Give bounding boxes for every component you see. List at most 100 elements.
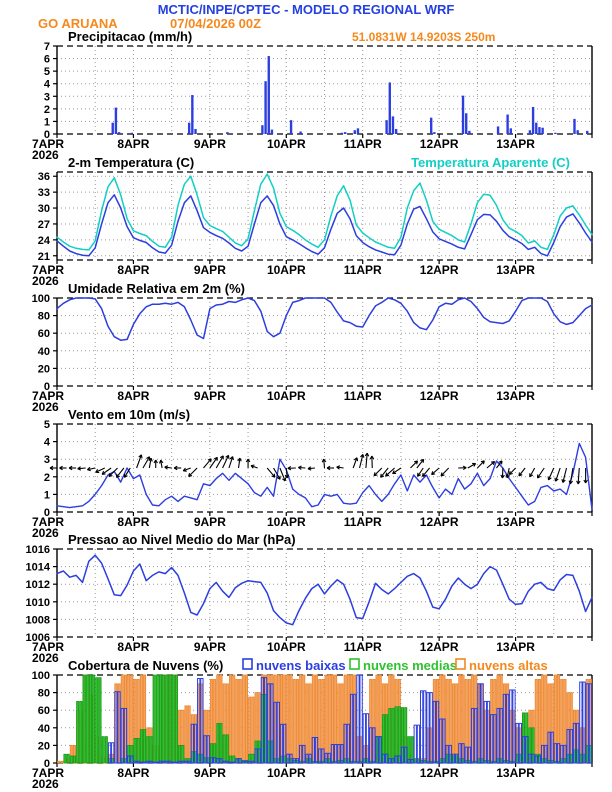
wind-arrow xyxy=(369,455,375,469)
wind-arrow-head xyxy=(164,465,169,468)
y-tick-label: 27 xyxy=(38,219,50,231)
wind-arrow-shaft xyxy=(95,467,106,473)
cloud-bar-baixas xyxy=(521,736,526,764)
wind-arrow-head xyxy=(392,470,395,474)
cloud-bar-baixas xyxy=(216,758,220,764)
wind-arrow xyxy=(496,460,503,469)
wind-arrow xyxy=(279,467,287,482)
wind-arrow-head xyxy=(568,480,571,485)
wind-arrow xyxy=(458,465,467,471)
cloud-bar-altas xyxy=(60,760,64,764)
wind-arrow-shaft xyxy=(431,467,440,475)
wind-arrow-head xyxy=(473,463,477,467)
y-tick-label: 1008 xyxy=(26,614,50,626)
wind-arrow xyxy=(284,467,290,479)
cloud-bar-baixas xyxy=(254,748,258,764)
wind-arrow-head xyxy=(68,465,73,469)
y-tick-label: 80 xyxy=(38,311,50,323)
wind-arrow xyxy=(518,467,526,477)
cloud-bar-medias xyxy=(159,674,162,764)
wind-arrow xyxy=(115,467,125,478)
wind-arrow xyxy=(410,460,419,469)
wind-arrow-head xyxy=(421,472,424,477)
cloud-bar-baixas xyxy=(257,748,261,764)
wind-arrow-shaft xyxy=(142,456,150,469)
cloud-bar-medias xyxy=(171,674,175,764)
precip-bar xyxy=(541,127,544,134)
wind-arrow-shaft xyxy=(101,467,112,475)
cloud-bar-baixas xyxy=(537,755,542,764)
cloud-bar-baixas xyxy=(585,683,589,764)
cloud-bar-baixas xyxy=(286,753,290,764)
cloud-bar-baixas xyxy=(359,674,363,764)
y-tick-label: 20 xyxy=(38,363,50,375)
wind-arrow xyxy=(486,461,496,469)
cloud-bar-baixas xyxy=(295,758,300,764)
cloud-bar-altas xyxy=(537,679,541,764)
wind-arrow xyxy=(385,467,395,477)
precip-bar xyxy=(465,113,468,134)
precip-bar xyxy=(535,122,538,134)
cloud-bar-altas xyxy=(289,674,293,764)
precip-bar xyxy=(117,132,121,134)
x-tick-label: 11APR xyxy=(344,766,382,780)
wind-arrow-head xyxy=(210,458,212,463)
wind-arrow xyxy=(153,459,158,468)
wind-arrow-shaft xyxy=(307,467,316,470)
wind-arrow-shaft xyxy=(410,460,418,469)
cloud-bar-baixas xyxy=(225,760,230,764)
wind-arrow xyxy=(173,465,182,471)
cloud-bar-altas xyxy=(235,679,239,764)
cloud-bar-baixas xyxy=(416,724,421,764)
cloud-bar-baixas xyxy=(162,760,166,764)
wind-arrow-head xyxy=(373,472,376,476)
cloud-bar-baixas xyxy=(333,744,338,764)
cloud-bar-baixas xyxy=(458,743,462,764)
cloud-bar-medias xyxy=(88,674,92,764)
cloud-bar-baixas xyxy=(566,729,570,764)
location-coords-label: 51.0831W 14.9203S 250m xyxy=(352,30,495,44)
x-tick-label: 10APR xyxy=(267,766,306,780)
x-year-label: 2026 xyxy=(32,651,59,665)
wind-arrow xyxy=(583,468,588,484)
wind-arrow xyxy=(352,457,359,469)
precip-bar xyxy=(114,107,118,134)
wind-arrow xyxy=(287,465,296,471)
wind-arrow xyxy=(77,466,86,471)
panel-title-clouds: Cobertura de Nuvens (%) xyxy=(68,658,223,673)
cloud-bar-baixas xyxy=(560,744,564,764)
wind-arrow xyxy=(561,467,568,483)
cloud-bar-baixas xyxy=(308,753,312,764)
cloud-bar-baixas xyxy=(429,692,433,764)
cloud-bar-baixas xyxy=(426,692,430,764)
cloud-bar-baixas xyxy=(193,723,198,764)
cloud-bar-medias xyxy=(168,674,172,764)
cloud-bar-baixas xyxy=(553,743,558,764)
cloud-bar-baixas xyxy=(353,693,357,764)
wind-arrow xyxy=(358,454,365,469)
cloud-bar-baixas xyxy=(219,758,223,764)
wind-arrow-shaft xyxy=(352,457,358,469)
cloud-bar-baixas xyxy=(142,761,147,764)
cloud-bar-medias xyxy=(165,674,169,764)
wind-arrow-shaft xyxy=(358,454,364,469)
wind-arrow-shaft xyxy=(228,456,234,469)
cloud-bar-medias xyxy=(155,674,159,764)
cloud-bar-baixas xyxy=(432,700,437,764)
wind-arrow-head xyxy=(416,460,419,465)
cloud-bar-baixas xyxy=(158,760,163,764)
wind-arrow-head xyxy=(182,467,186,472)
cloud-bar-baixas xyxy=(372,727,376,764)
precip-bar xyxy=(191,95,194,134)
x-tick-label: 9APR xyxy=(194,640,226,654)
wind-arrow xyxy=(476,460,485,469)
cloud-bar-baixas xyxy=(388,758,392,764)
cloud-bar-medias xyxy=(76,701,80,764)
cloud-bar-baixas xyxy=(168,760,172,764)
wind-arrow-head xyxy=(323,458,327,463)
y-tick-label: 60 xyxy=(38,705,50,717)
cloud-bar-baixas xyxy=(442,718,446,764)
x-tick-label: 11APR xyxy=(344,137,382,151)
